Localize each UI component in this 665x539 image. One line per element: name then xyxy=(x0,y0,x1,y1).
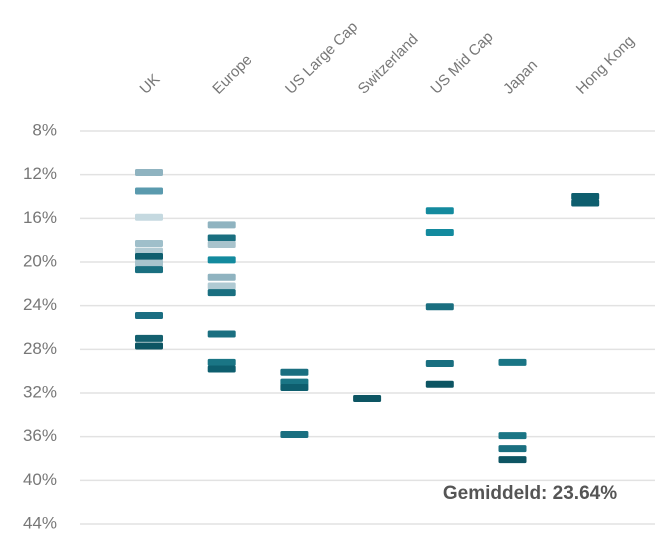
strip-mark xyxy=(135,253,163,261)
strip-mark xyxy=(135,342,163,350)
strip-mark xyxy=(135,187,163,195)
strip-mark xyxy=(280,384,309,392)
strip-mark xyxy=(207,221,236,229)
x-tick-label: US Mid Cap xyxy=(427,28,496,97)
x-tick-label: UK xyxy=(137,71,164,98)
strip-mark xyxy=(207,273,236,281)
strip-mark xyxy=(425,207,454,215)
strip-mark xyxy=(135,311,163,319)
strip-mark xyxy=(498,432,527,440)
y-tick-label: 40% xyxy=(23,470,57,489)
strip-mark xyxy=(135,247,163,255)
y-tick-label: 16% xyxy=(23,208,57,227)
x-tick-label: Hong Kong xyxy=(573,33,638,98)
strip-mark xyxy=(425,229,454,237)
y-tick-label: 32% xyxy=(23,382,57,401)
strip-mark xyxy=(425,360,454,368)
strip-mark xyxy=(135,334,163,342)
strip-mark xyxy=(207,256,236,264)
strip-mark xyxy=(135,266,163,274)
y-tick-label: 12% xyxy=(23,164,57,183)
strip-mark xyxy=(571,199,600,207)
strip-mark xyxy=(498,445,527,453)
x-tick-label: US Large Cap xyxy=(282,18,361,97)
strip-mark xyxy=(207,241,236,249)
x-tick-label: Switzerland xyxy=(355,31,422,98)
y-tick-label: 20% xyxy=(23,251,57,270)
x-tick-label: Europe xyxy=(209,51,255,97)
strip-mark xyxy=(207,365,236,373)
strip-mark xyxy=(135,213,163,221)
strip-mark xyxy=(135,259,163,267)
strip-mark xyxy=(280,378,309,386)
strip-mark xyxy=(280,430,309,438)
y-tick-label: 28% xyxy=(23,339,57,358)
strip-mark xyxy=(207,234,236,242)
strip-mark xyxy=(280,368,309,376)
strip-mark xyxy=(498,358,527,366)
y-tick-label: 8% xyxy=(32,120,57,139)
strip-mark xyxy=(353,394,382,402)
strip-mark xyxy=(207,358,236,366)
strip-mark xyxy=(207,289,236,297)
x-tick-label: Japan xyxy=(500,57,541,98)
strip-mark xyxy=(135,239,163,247)
strip-mark xyxy=(571,193,600,200)
strip-mark xyxy=(498,456,527,464)
strip-mark xyxy=(135,168,163,176)
strip-mark xyxy=(425,380,454,388)
strip-mark xyxy=(207,282,236,290)
y-tick-label: 36% xyxy=(23,426,57,445)
annotation: Gemiddeld: 23.64% xyxy=(443,483,617,504)
strip-mark xyxy=(207,330,236,338)
strip-mark xyxy=(425,303,454,311)
y-tick-label: 44% xyxy=(23,513,57,532)
y-tick-label: 24% xyxy=(23,295,57,314)
